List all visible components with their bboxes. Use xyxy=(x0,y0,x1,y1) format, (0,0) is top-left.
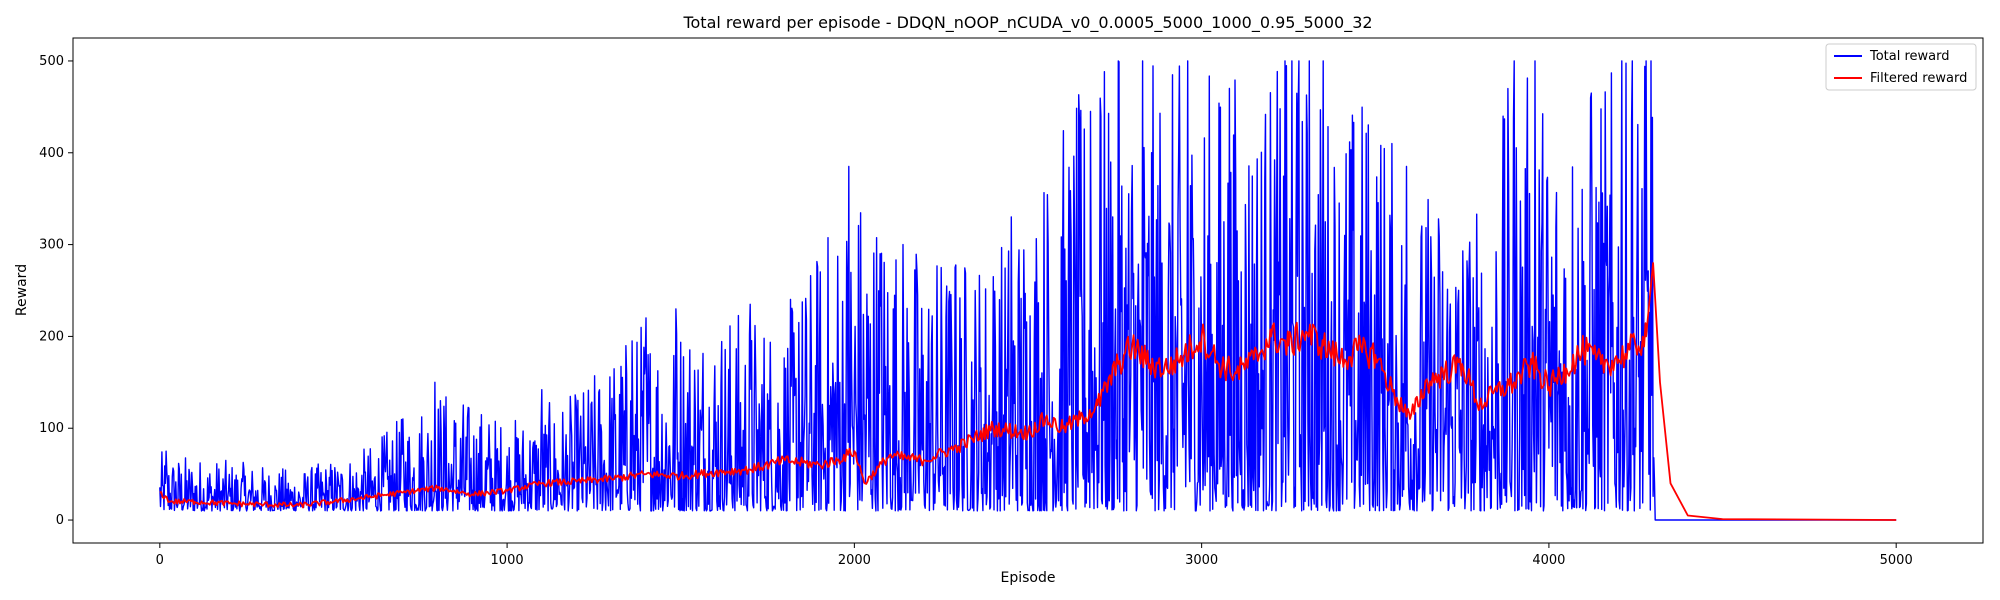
axes-layer: 0 1000 2000 3000 4000 5000 0 100 200 300 400 500 xyxy=(39,54,1913,568)
y-tick-label: 300 xyxy=(39,238,64,253)
x-axis-label: Episode xyxy=(1001,570,1056,586)
series-line-total-reward xyxy=(159,60,1897,521)
x-tick-label: 4000 xyxy=(1532,553,1565,568)
legend: Total reward Filtered reward xyxy=(1825,43,1977,91)
x-tick-label: 5000 xyxy=(1880,553,1913,568)
y-tick-label: 0 xyxy=(56,513,64,528)
x-tick-label: 2000 xyxy=(838,553,871,568)
chart-title: Total reward per episode - DDQN_nOOP_nCU… xyxy=(682,13,1372,33)
plot-area xyxy=(72,37,1984,544)
legend-label-filtered-reward: Filtered reward xyxy=(1870,71,1967,86)
legend-box xyxy=(1825,43,1977,91)
x-tick-label: 0 xyxy=(156,553,164,568)
y-tick-label: 400 xyxy=(39,146,64,161)
series-layer xyxy=(159,60,1897,521)
legend-label-total-reward: Total reward xyxy=(1869,49,1950,64)
y-axis-label: Reward xyxy=(14,264,30,316)
x-tick-label: 3000 xyxy=(1185,553,1218,568)
y-tick-label: 500 xyxy=(39,54,64,69)
x-tick-label: 1000 xyxy=(491,553,524,568)
y-tick-label: 200 xyxy=(39,329,64,344)
y-tick-label: 100 xyxy=(39,421,64,436)
series-line-filtered-reward xyxy=(159,262,1897,521)
